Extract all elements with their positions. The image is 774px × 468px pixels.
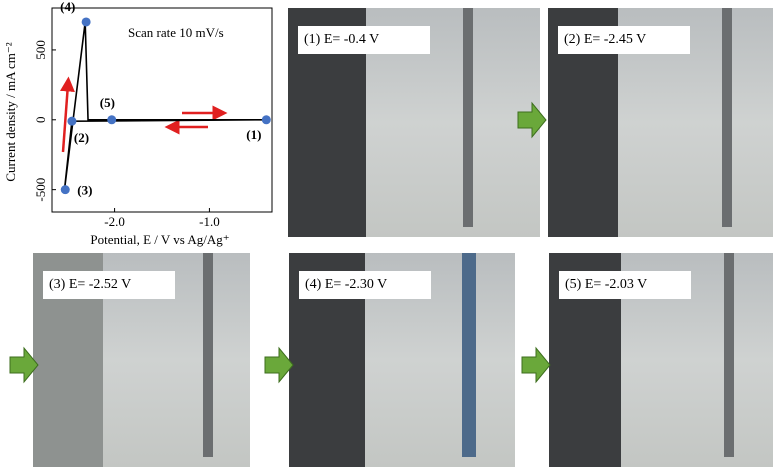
caption-box (299, 271, 431, 299)
point (107, 115, 117, 125)
y-axis-label: Current density / mA cm⁻² (3, 42, 18, 181)
y-tick-label: 0 (33, 117, 48, 124)
x-tick-label: -1.0 (199, 214, 220, 229)
point-label: (2) (74, 130, 89, 145)
scan-arrow (59, 76, 75, 153)
caption: (5) E= -2.03 V (565, 277, 647, 292)
x-axis-label: Potential, E / V vs Ag/Ag⁺ (90, 232, 229, 247)
wire (724, 253, 734, 457)
y-tick-label: -500 (33, 178, 48, 202)
arrow (264, 346, 294, 384)
caption-box (298, 26, 430, 54)
cv-plot: Scan rate 10 mV/s Potential, E / V vs Ag… (3, 0, 273, 247)
point-label: (1) (246, 127, 261, 142)
point (261, 115, 271, 125)
point-label: (5) (100, 95, 115, 110)
y-tick-label: 500 (33, 40, 48, 60)
green-arrows (9, 101, 551, 384)
point-label: (4) (60, 0, 75, 14)
wire (462, 253, 476, 457)
arrow (521, 346, 551, 384)
point (60, 185, 70, 195)
caption-box (558, 26, 690, 54)
point (81, 17, 91, 27)
wire (203, 253, 213, 457)
wire (722, 8, 732, 227)
cv-curve (63, 21, 267, 192)
point-label: (3) (77, 183, 92, 198)
caption: (1) E= -0.4 V (304, 32, 379, 47)
caption-box (559, 271, 691, 299)
caption: (3) E= -2.52 V (49, 277, 131, 292)
point (67, 116, 77, 126)
arrow (9, 346, 39, 384)
caption: (2) E= -2.45 V (564, 32, 646, 47)
wire (463, 8, 473, 227)
annotation: Scan rate 10 mV/s (128, 25, 224, 40)
x-tick-label: -2.0 (104, 214, 125, 229)
photo-panels: (1) E= -0.4 V (2) E= -2.45 V (3) E= -2.52 … (33, 8, 773, 467)
arrow (517, 101, 547, 139)
plot-frame (51, 7, 273, 213)
caption: (4) E= -2.30 V (305, 277, 387, 292)
caption-box (43, 271, 175, 299)
